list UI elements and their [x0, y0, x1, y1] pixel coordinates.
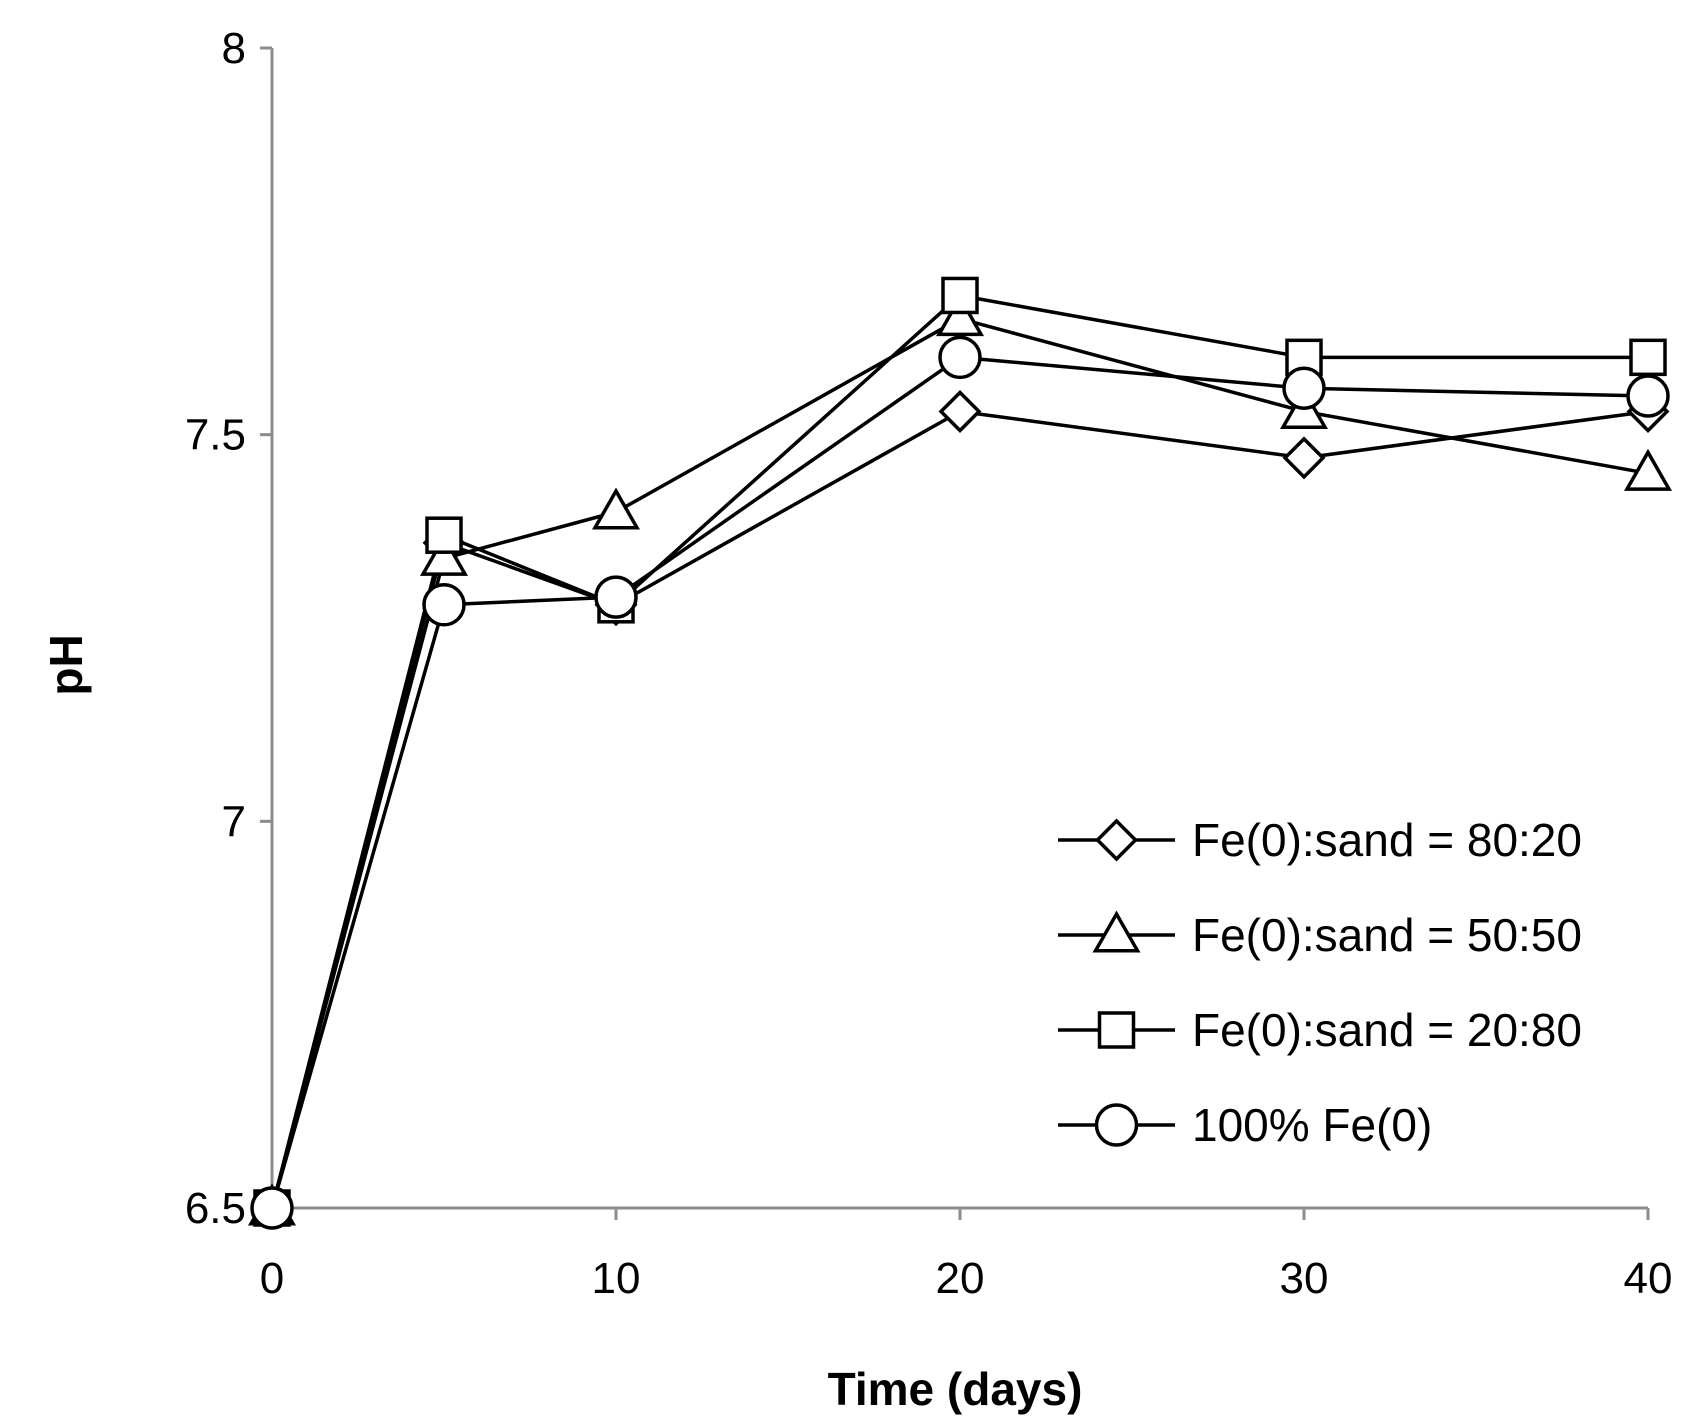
y-tick-label: 8 — [222, 24, 246, 73]
data-point-square — [941, 276, 979, 315]
y-tick-label: 7 — [222, 797, 246, 846]
y-tick-label: 6.5 — [185, 1184, 246, 1233]
axes: 6.5 7 7.5 8 0 10 20 30 40 — [185, 24, 1673, 1303]
x-tick-label: 30 — [1280, 1254, 1329, 1303]
data-point-circle — [938, 335, 982, 380]
series-line-2 — [270, 316, 1649, 1209]
data-point-square — [1629, 338, 1667, 377]
x-tick-label: 40 — [1624, 1254, 1673, 1303]
data-point-triangle — [1623, 448, 1673, 491]
legend-marker-triangle — [1092, 910, 1141, 953]
data-point-circle — [1282, 366, 1326, 411]
series-markers — [247, 276, 1673, 1230]
data-point-triangle — [591, 487, 641, 530]
legend-label: Fe(0):sand = 80:20 — [1192, 814, 1582, 866]
data-point-diamond — [938, 389, 982, 433]
data-point-circle — [1626, 374, 1670, 418]
data-point-triangle — [419, 533, 469, 576]
legend-marker-square — [1097, 1011, 1136, 1049]
series-line-4 — [270, 355, 1649, 1209]
data-point-circle — [594, 575, 638, 619]
x-axis-title: Time (days) — [828, 1363, 1083, 1415]
x-tick-label: 10 — [592, 1254, 641, 1303]
series-line-1 — [270, 409, 1649, 1209]
x-tick-label: 20 — [936, 1254, 985, 1303]
legend: Fe(0):sand = 80:20 Fe(0):sand = 50:50 Fe(0… — [1058, 814, 1582, 1151]
data-point-square — [425, 516, 463, 554]
series-line-3 — [270, 293, 1648, 1209]
data-point-circle — [250, 1186, 294, 1230]
y-axis-title: pH — [40, 634, 92, 695]
y-tick-label: 7.5 — [185, 411, 246, 460]
legend-marker-circle — [1094, 1103, 1139, 1147]
series-lines — [270, 293, 1649, 1209]
x-tick-label: 0 — [260, 1254, 284, 1303]
legend-marker-diamond — [1095, 818, 1138, 862]
data-point-triangle — [935, 294, 985, 337]
legend-label: Fe(0):sand = 50:50 — [1192, 909, 1582, 961]
legend-label: Fe(0):sand = 20:80 — [1192, 1004, 1582, 1056]
data-point-diamond — [1282, 436, 1326, 480]
data-point-circle — [422, 583, 466, 627]
legend-label: 100% Fe(0) — [1192, 1099, 1432, 1151]
